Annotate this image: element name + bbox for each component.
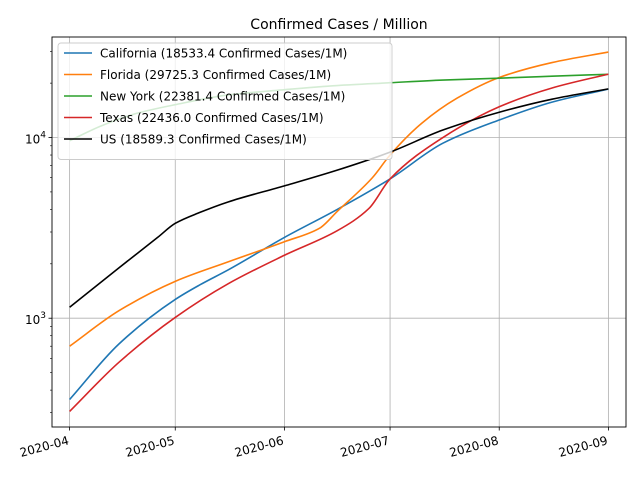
x-tick-label: 2020-07 xyxy=(339,433,391,460)
x-tick-label: 2020-05 xyxy=(124,433,176,460)
series-line-texas xyxy=(69,73,609,412)
legend-entry-california: California (18533.4 Confirmed Cases/1M) xyxy=(100,47,347,61)
series-line-california xyxy=(69,88,609,401)
x-tick-label: 2020-04 xyxy=(18,433,70,460)
x-tick-label: 2020-09 xyxy=(557,433,609,460)
chart-title: Confirmed Cases / Million xyxy=(250,17,427,33)
x-tick-label: 2020-06 xyxy=(233,433,285,460)
legend-entry-florida: Florida (29725.3 Confirmed Cases/1M) xyxy=(100,68,331,82)
legend-entry-texas: Texas (22436.0 Confirmed Cases/1M) xyxy=(99,111,324,125)
y-tick-label: 104 xyxy=(25,131,46,147)
y-tick-label: 103 xyxy=(25,311,46,327)
legend: California (18533.4 Confirmed Cases/1M) F… xyxy=(57,42,393,160)
x-tick-label: 2020-08 xyxy=(448,433,500,460)
series-line-us xyxy=(69,88,609,308)
legend-entry-new-york: New York (22381.4 Confirmed Cases/1M) xyxy=(100,90,345,104)
legend-box xyxy=(57,42,393,160)
legend-entry-us: US (18589.3 Confirmed Cases/1M) xyxy=(100,133,307,147)
